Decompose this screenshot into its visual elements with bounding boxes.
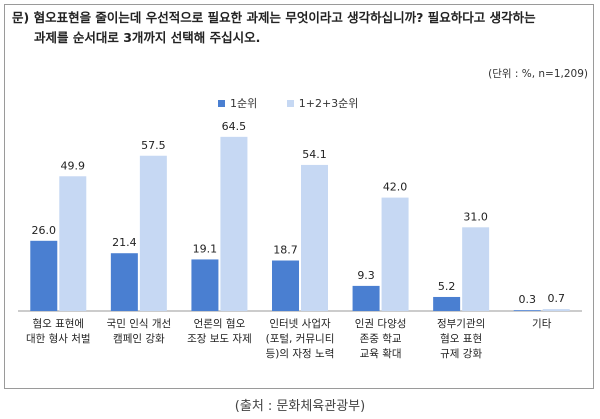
legend-swatch-2 bbox=[286, 99, 294, 107]
category-label-1-1: 혐오 표현에 bbox=[32, 318, 84, 330]
bar-2-1 bbox=[59, 176, 87, 311]
category-label-1-2: 대한 형사 처벌 bbox=[26, 333, 91, 345]
bar-2-6 bbox=[462, 227, 490, 311]
category-label-6-2: 혐오 표현 bbox=[440, 333, 482, 345]
legend-label-2: 1+2+3순위 bbox=[298, 97, 359, 110]
bar-1-7 bbox=[513, 310, 541, 311]
category-label-3-2: 조장 보도 자제 bbox=[187, 333, 252, 345]
category-label-2-1: 국민 인식 개선 bbox=[107, 318, 172, 330]
bar-2-4 bbox=[301, 164, 328, 311]
bar-1-6 bbox=[433, 296, 461, 311]
data-label-1-1: 26.0 bbox=[32, 224, 57, 237]
category-label-6-1: 정부기관의 bbox=[437, 318, 485, 330]
unit-note: (단위 : %, n=1,209) bbox=[488, 68, 588, 80]
category-label-4-1: 인터넷 사업자 bbox=[269, 317, 331, 330]
category-label-2-2: 캠페인 강화 bbox=[113, 333, 165, 345]
bar-2-3 bbox=[220, 136, 248, 311]
data-label-2-7: 0.7 bbox=[547, 292, 565, 305]
question-line-1: 문) 혐오표현을 줄이는데 우선적으로 필요한 과제는 무엇이라고 생각하십니까… bbox=[12, 10, 536, 25]
chart-legend: 1순위 1+2+3순위 bbox=[218, 95, 384, 111]
data-label-2-3: 64.5 bbox=[222, 120, 247, 133]
legend-item-1: 1순위 bbox=[218, 95, 257, 111]
question-line-2: 과제를 순서대로 3개까지 선택해 주십시오. bbox=[34, 30, 261, 45]
bar-1-3 bbox=[191, 259, 219, 311]
data-label-2-4: 54.1 bbox=[302, 148, 327, 161]
data-label-1-7: 0.3 bbox=[518, 293, 536, 306]
bar-1-4 bbox=[272, 260, 299, 311]
legend-label-1: 1순위 bbox=[230, 97, 258, 110]
chart-frame bbox=[4, 4, 594, 389]
legend-swatch-1 bbox=[218, 99, 225, 107]
data-label-2-5: 42.0 bbox=[383, 181, 408, 194]
bar-2-5 bbox=[381, 197, 409, 311]
bar-1-1 bbox=[30, 240, 58, 311]
data-label-2-2: 57.5 bbox=[141, 139, 166, 152]
category-label-4-2: (포털, 커뮤니티 bbox=[266, 333, 335, 345]
category-label-6-3: 규제 강화 bbox=[440, 348, 482, 360]
category-label-3-1: 언론의 혐오 bbox=[194, 318, 246, 330]
data-label-1-5: 9.3 bbox=[357, 269, 375, 282]
data-label-2-1: 49.9 bbox=[61, 159, 86, 172]
legend-item-2: 1+2+3순위 bbox=[286, 95, 359, 111]
data-label-1-6: 5.2 bbox=[438, 280, 456, 293]
data-label-2-6: 31.0 bbox=[463, 210, 488, 223]
data-label-1-2: 21.4 bbox=[112, 236, 137, 249]
bar-2-7 bbox=[542, 309, 570, 311]
survey-question: 문) 혐오표현을 줄이는데 우선적으로 필요한 과제는 무엇이라고 생각하십니까… bbox=[12, 8, 578, 48]
bar-1-2 bbox=[110, 253, 138, 311]
bar-1-5 bbox=[352, 285, 380, 311]
category-label-4-3: 등)의 자정 노력 bbox=[266, 348, 335, 360]
category-label-5-3: 교육 확대 bbox=[360, 347, 402, 360]
data-label-1-3: 19.1 bbox=[193, 242, 218, 255]
category-label-7-1: 기타 bbox=[532, 318, 552, 330]
data-label-1-4: 18.7 bbox=[273, 244, 298, 257]
bar-2-2 bbox=[139, 155, 167, 311]
source-caption: (출처 : 문화체육관광부) bbox=[234, 399, 366, 414]
category-label-5-1: 인권 다양성 bbox=[355, 318, 407, 330]
category-label-5-2: 존중 학교 bbox=[360, 333, 402, 345]
